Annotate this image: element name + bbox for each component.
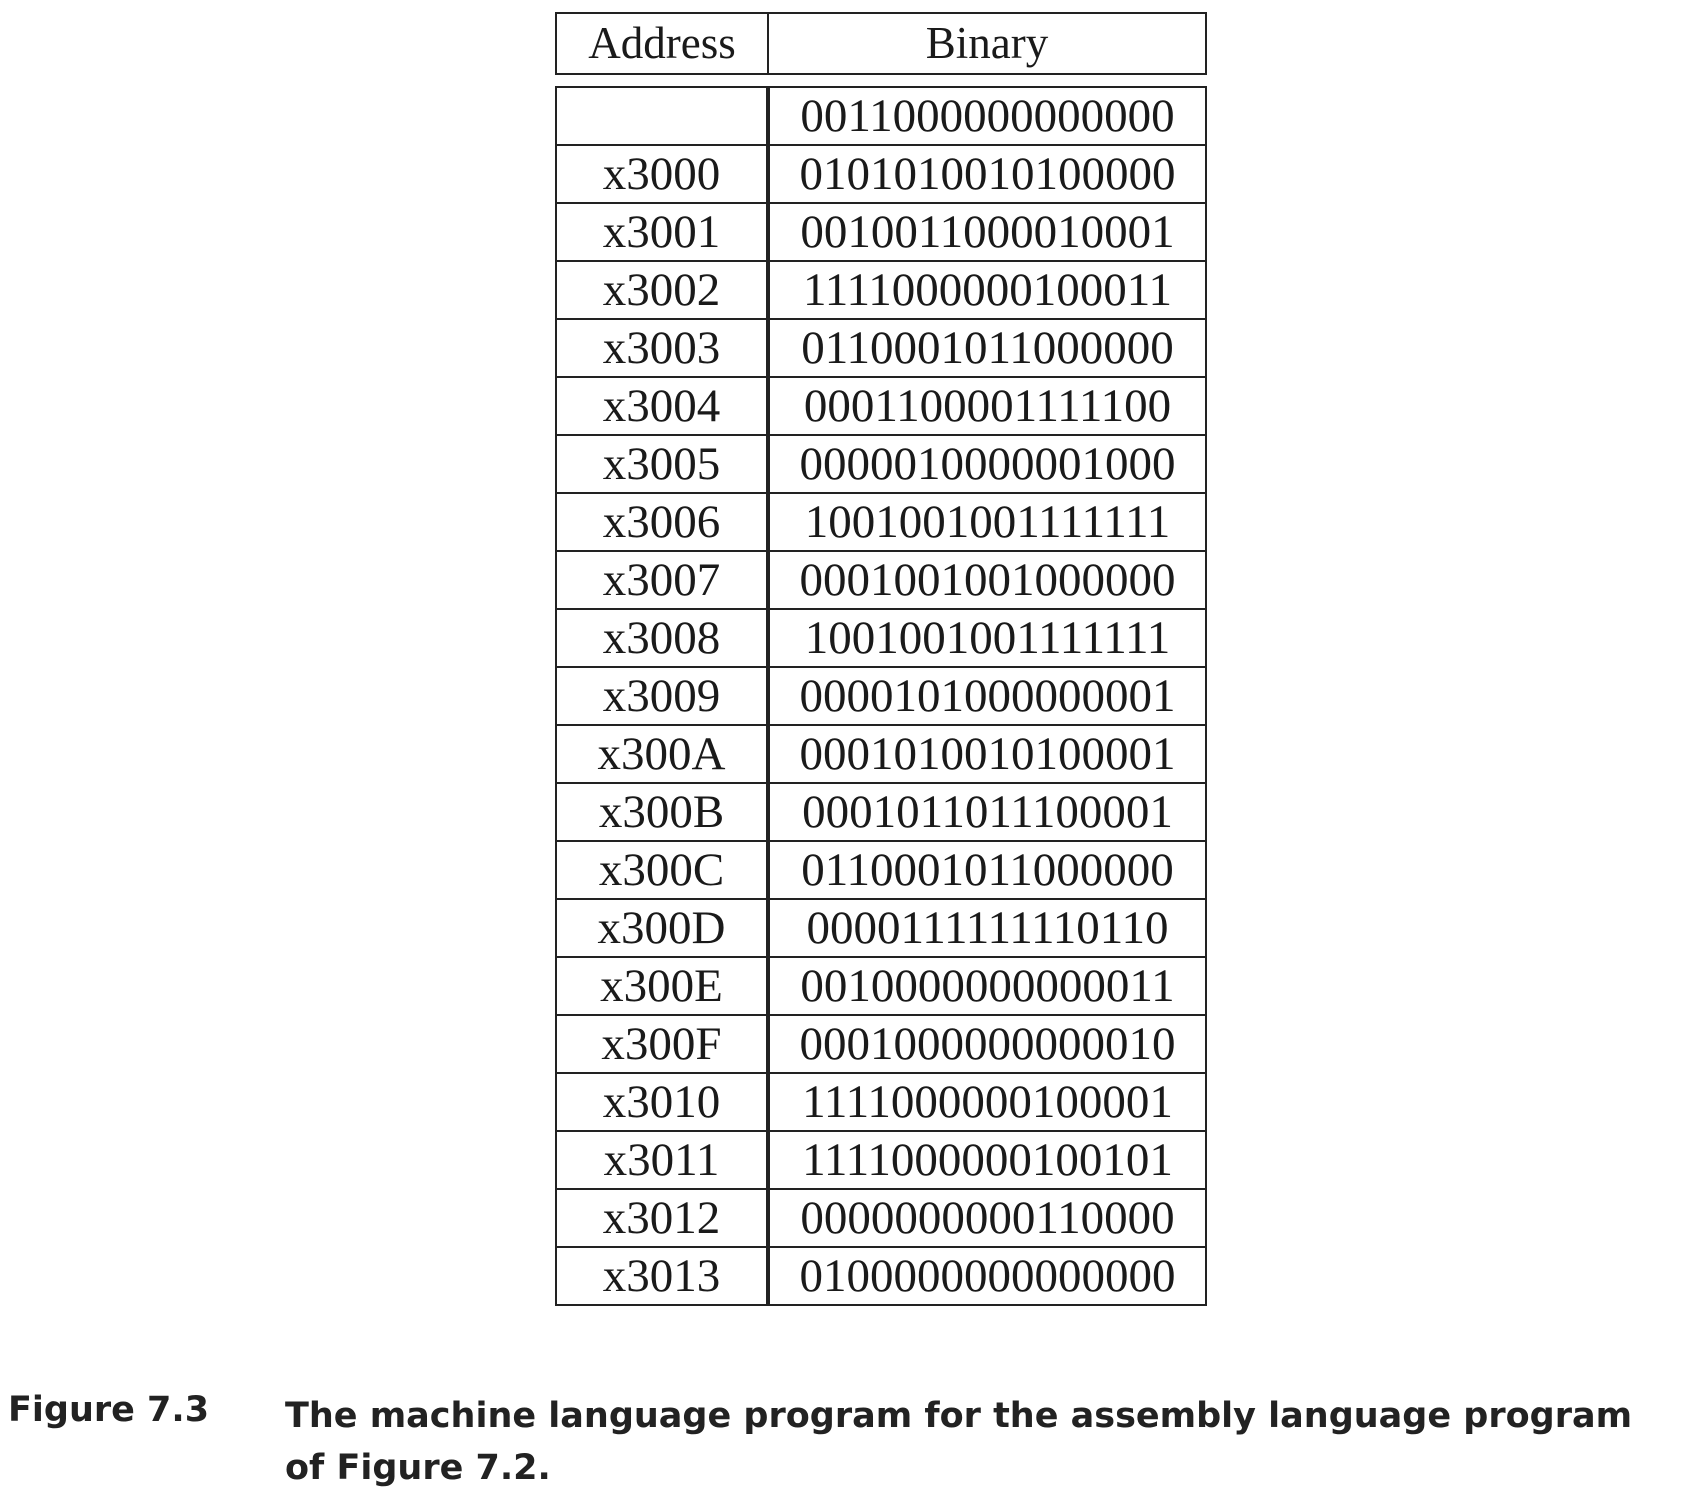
table-row: x3009 0000101000000001 xyxy=(555,666,1207,726)
machine-code-table: Address Binary 0011000000000000 x3000 0101… xyxy=(555,12,1207,1306)
address-cell: x3011 xyxy=(555,1130,769,1190)
address-cell: x3010 xyxy=(555,1072,769,1132)
binary-cell: 0101010010100000 xyxy=(766,144,1207,204)
address-cell: x3002 xyxy=(555,260,769,320)
address-cell: x3009 xyxy=(555,666,769,726)
address-cell: x300C xyxy=(555,840,769,900)
table-row: x3004 0001100001111100 xyxy=(555,376,1207,436)
table-row: x300B 0001011011100001 xyxy=(555,782,1207,842)
table-row: x3008 1001001001111111 xyxy=(555,608,1207,668)
table-row: x3013 0100000000000000 xyxy=(555,1246,1207,1306)
binary-cell: 0011000000000000 xyxy=(766,86,1207,146)
figure-caption-text: The machine language program for the ass… xyxy=(285,1396,1633,1488)
binary-cell: 0001000000000010 xyxy=(766,1014,1207,1074)
binary-header: Binary xyxy=(767,12,1207,75)
binary-cell: 0001100001111100 xyxy=(766,376,1207,436)
table-row: x300A 0001010010100001 xyxy=(555,724,1207,784)
table-row: x3005 0000010000001000 xyxy=(555,434,1207,494)
binary-cell: 1111000000100101 xyxy=(766,1130,1207,1190)
binary-cell: 0000010000001000 xyxy=(766,434,1207,494)
table-row: x3003 0110001011000000 xyxy=(555,318,1207,378)
binary-cell: 0001001001000000 xyxy=(766,550,1207,610)
binary-cell: 0110001011000000 xyxy=(766,840,1207,900)
header-gap xyxy=(556,73,1206,88)
address-cell: x3004 xyxy=(555,376,769,436)
address-header: Address xyxy=(555,12,769,75)
address-cell: x3006 xyxy=(555,492,769,552)
binary-cell: 1001001001111111 xyxy=(766,608,1207,668)
table-row: x300C 0110001011000000 xyxy=(555,840,1207,900)
binary-cell: 1111000000100001 xyxy=(766,1072,1207,1132)
address-cell xyxy=(555,86,769,146)
address-cell: x3007 xyxy=(555,550,769,610)
binary-cell: 0000111111110110 xyxy=(766,898,1207,958)
table-row: x3010 1111000000100001 xyxy=(555,1072,1207,1132)
binary-cell: 0001011011100001 xyxy=(766,782,1207,842)
address-cell: x300B xyxy=(555,782,769,842)
address-cell: x300D xyxy=(555,898,769,958)
binary-cell: 0001010010100001 xyxy=(766,724,1207,784)
table-row: x3002 1111000000100011 xyxy=(555,260,1207,320)
address-cell: x300A xyxy=(555,724,769,784)
table-row: x300F 0001000000000010 xyxy=(555,1014,1207,1074)
table-row: x3012 0000000000110000 xyxy=(555,1188,1207,1248)
address-cell: x3008 xyxy=(555,608,769,668)
table-row: x3006 1001001001111111 xyxy=(555,492,1207,552)
binary-cell: 0000101000000001 xyxy=(766,666,1207,726)
address-cell: x3005 xyxy=(555,434,769,494)
binary-cell: 0000000000110000 xyxy=(766,1188,1207,1248)
address-cell: x3012 xyxy=(555,1188,769,1248)
binary-cell: 0100000000000000 xyxy=(766,1246,1207,1306)
table-row: x3007 0001001001000000 xyxy=(555,550,1207,610)
address-cell: x300F xyxy=(555,1014,769,1074)
binary-cell: 1111000000100011 xyxy=(766,260,1207,320)
table-row: x3011 1111000000100101 xyxy=(555,1130,1207,1190)
table-row: x300D 0000111111110110 xyxy=(555,898,1207,958)
binary-cell: 0110001011000000 xyxy=(766,318,1207,378)
binary-cell: 0010000000000011 xyxy=(766,956,1207,1016)
table-row: x300E 0010000000000011 xyxy=(555,956,1207,1016)
address-cell: x3001 xyxy=(555,202,769,262)
machine-code-table-container: Address Binary 0011000000000000 x3000 0101… xyxy=(555,12,1207,1306)
header-row: Address Binary xyxy=(555,12,1207,75)
address-cell: x300E xyxy=(555,956,769,1016)
table-row: 0011000000000000 xyxy=(555,86,1207,146)
table-row: x3001 0010011000010001 xyxy=(555,202,1207,262)
figure-label: Figure 7.3 xyxy=(8,1390,210,1430)
address-cell: x3000 xyxy=(555,144,769,204)
binary-cell: 1001001001111111 xyxy=(766,492,1207,552)
binary-cell: 0010011000010001 xyxy=(766,202,1207,262)
address-cell: x3003 xyxy=(555,318,769,378)
address-cell: x3013 xyxy=(555,1246,769,1306)
table-row: x3000 0101010010100000 xyxy=(555,144,1207,204)
